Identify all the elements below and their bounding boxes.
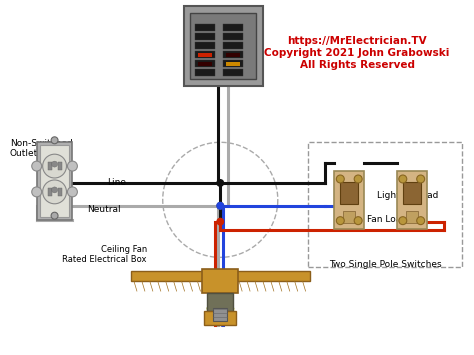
Bar — [191, 13, 256, 79]
Text: Two Single Pole Switches: Two Single Pole Switches — [328, 260, 441, 269]
Text: Line: Line — [107, 179, 126, 187]
Bar — [343, 211, 355, 223]
Bar — [226, 53, 240, 57]
Bar — [195, 24, 215, 31]
Bar — [199, 62, 212, 66]
Circle shape — [52, 187, 57, 193]
Bar — [340, 182, 358, 204]
Bar — [308, 142, 462, 267]
Circle shape — [337, 217, 344, 225]
Circle shape — [417, 175, 425, 183]
Circle shape — [399, 175, 407, 183]
Bar — [223, 33, 243, 40]
Bar — [47, 162, 52, 170]
Circle shape — [399, 217, 407, 225]
Circle shape — [216, 179, 224, 187]
Bar — [226, 62, 240, 66]
Bar — [223, 60, 243, 67]
Text: Neutral: Neutral — [87, 205, 121, 214]
Circle shape — [417, 217, 425, 225]
Bar — [334, 171, 364, 229]
Bar — [406, 211, 418, 223]
Bar — [220, 271, 310, 281]
Bar — [223, 69, 243, 76]
Circle shape — [43, 154, 66, 178]
Circle shape — [51, 137, 58, 144]
Text: https://MrElectrician.TV
Copyright 2021 John Grabowski
All Rights Reserved: https://MrElectrician.TV Copyright 2021 … — [264, 36, 450, 70]
Circle shape — [354, 217, 362, 225]
Circle shape — [67, 161, 77, 171]
Circle shape — [216, 218, 224, 226]
Bar — [36, 142, 73, 220]
Bar — [204, 311, 236, 325]
Circle shape — [337, 175, 344, 183]
Circle shape — [32, 161, 42, 171]
Bar — [195, 51, 215, 58]
Bar — [195, 69, 215, 76]
Bar — [213, 308, 227, 321]
Bar — [403, 182, 420, 204]
Bar — [223, 51, 243, 58]
Circle shape — [67, 187, 77, 197]
Circle shape — [32, 187, 42, 197]
Text: Ceiling Fan
Rated Electrical Box: Ceiling Fan Rated Electrical Box — [63, 245, 147, 264]
Bar — [57, 188, 62, 196]
Circle shape — [216, 202, 224, 210]
Circle shape — [52, 161, 57, 167]
Bar — [195, 33, 215, 40]
Bar — [207, 293, 233, 311]
Circle shape — [354, 175, 362, 183]
Bar — [223, 24, 243, 31]
Bar — [131, 271, 220, 281]
Bar — [47, 188, 52, 196]
Bar — [40, 145, 70, 217]
Circle shape — [216, 202, 224, 210]
Text: Non-Switched
Outlet: Non-Switched Outlet — [10, 138, 73, 158]
Bar — [202, 269, 238, 293]
Bar — [183, 6, 263, 86]
Bar — [397, 171, 427, 229]
Bar — [195, 60, 215, 67]
Circle shape — [43, 180, 66, 204]
Text: Fan Load: Fan Load — [367, 215, 407, 224]
Bar — [57, 162, 62, 170]
Bar — [195, 42, 215, 49]
Text: Lighting Load: Lighting Load — [377, 191, 438, 200]
Circle shape — [51, 212, 58, 219]
Bar — [223, 42, 243, 49]
Bar — [199, 53, 212, 57]
